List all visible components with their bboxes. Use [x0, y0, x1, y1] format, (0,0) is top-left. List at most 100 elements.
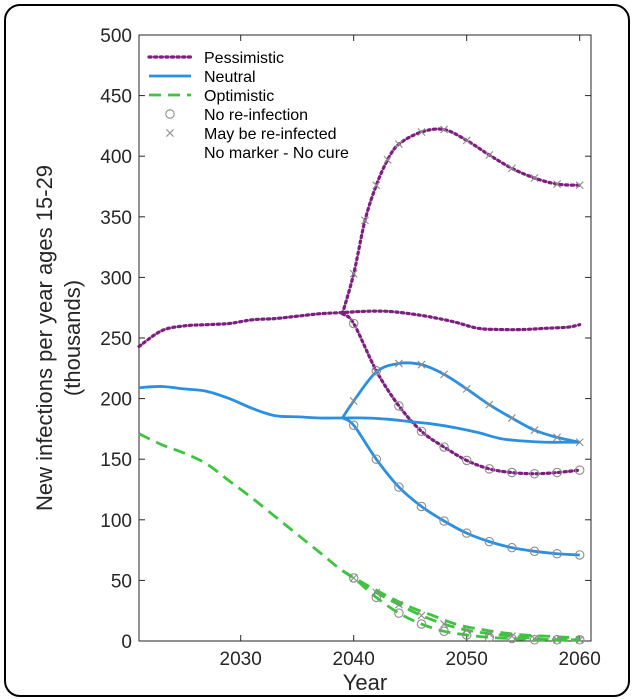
data-point-neutral-may-be-re-infected	[372, 367, 381, 376]
y-tick-label: 0	[121, 632, 132, 653]
legend-label: Neutral	[204, 69, 256, 86]
data-point-pessimistic-may-be-re-infected	[440, 125, 449, 134]
y-tick-label: 350	[100, 208, 132, 229]
series-pessimistic-may-be-re-infected	[340, 125, 584, 316]
series-pessimistic-no-re-infection	[340, 312, 585, 479]
data-point-neutral-may-be-re-infected	[507, 414, 516, 422]
data-point-neutral-may-be-re-infected	[349, 397, 358, 406]
data-point-optimistic-no-re-infection	[552, 635, 562, 645]
data-point-pessimistic-no-re-infection	[439, 442, 449, 452]
y-axis-title-line1: New infections per year ages 15-29	[32, 165, 57, 511]
data-point-pessimistic-may-be-re-infected	[383, 155, 392, 164]
legend-entry-no-marker-no-cure: No marker - No cure	[204, 145, 349, 162]
x-tick-label: 2050	[446, 649, 488, 670]
data-point-pessimistic-may-be-re-infected	[507, 164, 516, 173]
data-point-optimistic-no-re-infection	[461, 630, 472, 640]
x-tick-label: 2040	[333, 649, 375, 670]
data-point-neutral-no-re-infection	[484, 536, 495, 547]
legend: Pessimistic Neutral Optimistic No re-infect…	[147, 50, 349, 162]
data-point-pessimistic-may-be-re-infected	[575, 181, 584, 190]
data-point-optimistic-no-re-infection	[484, 632, 495, 643]
data-point-neutral-may-be-re-infected	[553, 433, 562, 442]
data-point-pessimistic-may-be-re-infected	[530, 174, 539, 183]
data-point-neutral-no-re-infection	[439, 516, 449, 526]
y-tick-label: 450	[100, 87, 132, 108]
data-point-pessimistic-no-re-infection	[552, 467, 562, 478]
data-point-neutral-no-re-infection	[394, 482, 404, 492]
data-point-pessimistic-may-be-re-infected	[394, 140, 403, 149]
data-point-neutral-no-re-infection	[529, 546, 540, 557]
data-point-optimistic-no-re-infection	[507, 633, 517, 644]
data-point-optimistic-may-be-re-infected	[394, 600, 403, 609]
figure-frame	[4, 4, 630, 697]
data-point-pessimistic-no-re-infection	[529, 468, 540, 479]
series-line-neutral-no-cure	[138, 385, 580, 444]
series-neutral-may-be-re-infected	[341, 359, 584, 447]
data-point-neutral-no-re-infection	[371, 454, 382, 464]
data-point-pessimistic-no-re-infection	[394, 401, 404, 411]
legend-marker	[166, 129, 174, 137]
legend-entry-neutral: Neutral	[149, 69, 256, 86]
legend-label: May be re-infected	[204, 126, 337, 143]
data-point-optimistic-no-re-infection	[394, 608, 404, 618]
x-axis-ticks: 2030 2040 2050 2060	[220, 35, 601, 670]
data-point-pessimistic-may-be-re-infected	[349, 269, 358, 278]
data-point-neutral-no-re-infection	[348, 420, 359, 431]
series-line-neutral-no-re-infection	[341, 416, 580, 557]
data-point-neutral-may-be-re-infected	[417, 360, 426, 369]
data-point-pessimistic-no-re-infection	[461, 455, 472, 466]
data-point-optimistic-no-re-infection	[371, 592, 382, 603]
legend-label: Pessimistic	[204, 50, 284, 67]
data-point-pessimistic-may-be-re-infected	[361, 216, 369, 225]
data-point-neutral-may-be-re-infected	[575, 438, 584, 447]
data-point-pessimistic-may-be-re-infected	[372, 181, 381, 190]
data-point-pessimistic-may-be-re-infected	[417, 127, 426, 136]
data-point-neutral-may-be-re-infected	[485, 400, 494, 409]
data-point-pessimistic-no-re-infection	[371, 365, 382, 376]
data-point-optimistic-no-re-infection	[439, 626, 449, 637]
data-point-neutral-no-re-infection	[507, 542, 517, 553]
series-neutral-no-cure	[138, 385, 580, 444]
x-tick-label: 2060	[559, 649, 601, 670]
data-point-optimistic-may-be-re-infected	[417, 611, 426, 620]
y-tick-label: 50	[111, 571, 132, 592]
data-point-neutral-no-re-infection	[416, 501, 427, 512]
y-tick-label: 100	[100, 511, 132, 532]
y-tick-label: 200	[100, 390, 132, 411]
x-axis-title: Year	[343, 670, 387, 695]
data-point-pessimistic-no-re-infection	[484, 464, 495, 474]
data-point-pessimistic-may-be-re-infected	[485, 150, 494, 159]
series-pessimistic-no-cure	[137, 309, 582, 349]
data-point-neutral-no-re-infection	[574, 550, 585, 560]
data-point-pessimistic-no-re-infection	[416, 426, 427, 437]
legend-entry-may-be-re-infected: May be re-infected	[166, 126, 337, 143]
data-point-pessimistic-may-be-re-infected	[553, 180, 562, 189]
series-line-pessimistic-no-cure	[137, 309, 582, 349]
legend-entry-pessimistic: Pessimistic	[147, 50, 284, 67]
series-optimistic-no-re-infection	[341, 569, 585, 645]
data-point-optimistic-no-re-infection	[416, 619, 427, 629]
y-axis-title-line2: (thousands)	[60, 280, 85, 396]
data-point-pessimistic-no-re-infection	[348, 318, 359, 329]
legend-label: No re-infection	[204, 107, 308, 124]
data-point-pessimistic-no-re-infection	[574, 465, 585, 475]
data-point-optimistic-no-re-infection	[574, 635, 585, 645]
y-axis-ticks: 0 50 100 150 200 250 300 350 400 450 500	[100, 26, 591, 653]
y-tick-label: 300	[100, 268, 132, 289]
x-tick-label: 2030	[220, 649, 262, 670]
legend-marker	[165, 109, 175, 119]
y-tick-label: 400	[100, 147, 132, 168]
data-point-neutral-may-be-re-infected	[440, 370, 449, 379]
legend-label: No marker - No cure	[204, 145, 349, 162]
data-point-optimistic-may-be-re-infected	[440, 620, 449, 629]
legend-entry-no-re-infection: No re-infection	[165, 107, 308, 124]
data-point-optimistic-may-be-re-infected	[462, 626, 471, 635]
data-point-optimistic-no-re-infection	[348, 573, 359, 583]
y-tick-label: 150	[100, 450, 132, 471]
plot-area	[138, 34, 592, 642]
data-point-optimistic-no-re-infection	[529, 635, 540, 645]
series-layer	[137, 125, 585, 645]
y-tick-label: 250	[100, 329, 132, 350]
data-point-pessimistic-no-re-infection	[507, 467, 517, 478]
